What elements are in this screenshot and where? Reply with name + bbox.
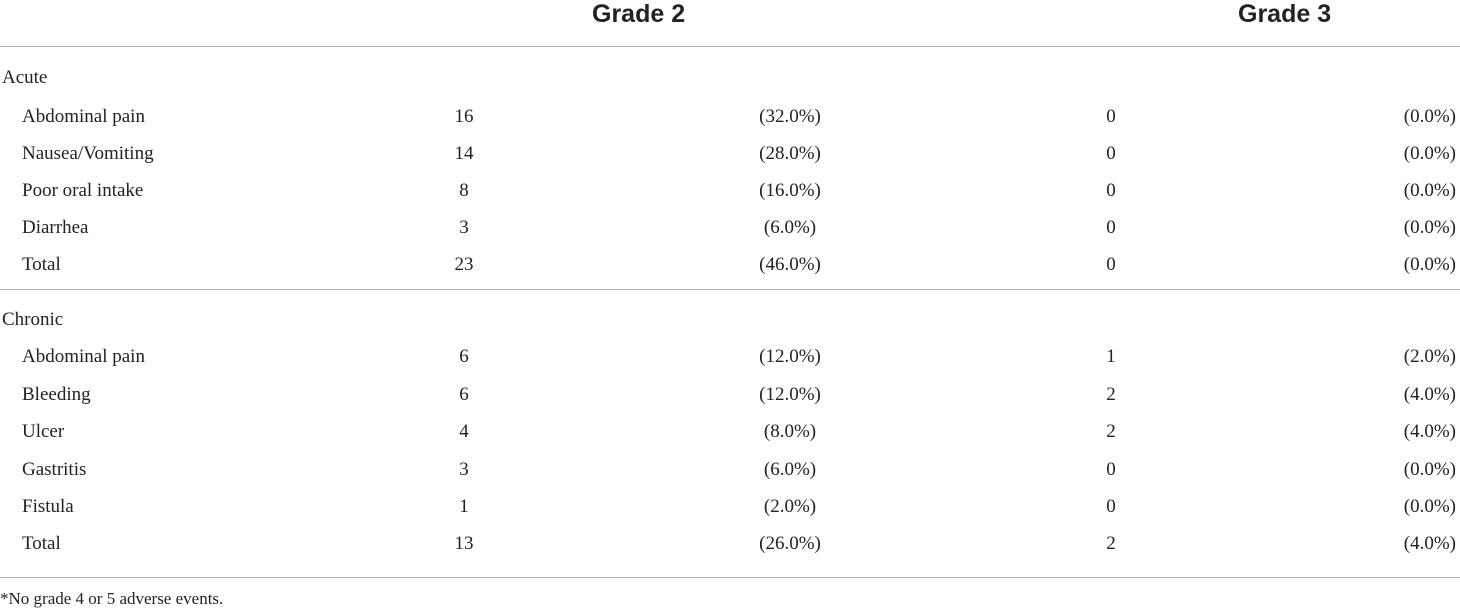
grade3-percent: (0.0%) bbox=[1403, 106, 1456, 127]
row-label: Gastritis bbox=[22, 459, 87, 480]
table-row: Nausea/Vomiting 14 (28.0%) 0 (0.0%) bbox=[22, 143, 1456, 164]
grade3-percent: (0.0%) bbox=[1403, 254, 1456, 275]
row-label: Ulcer bbox=[22, 421, 65, 442]
grade3-percent: (0.0%) bbox=[1403, 180, 1456, 201]
row-label: Poor oral intake bbox=[22, 180, 144, 201]
section-divider bbox=[0, 289, 1460, 290]
header-grade-3: Grade 3 bbox=[1238, 0, 1332, 28]
table-row: Abdominal pain 16 (32.0%) 0 (0.0%) bbox=[22, 106, 1456, 127]
table-row: Diarrhea 3 (6.0%) 0 (0.0%) bbox=[22, 217, 1456, 238]
table-row: Fistula 1 (2.0%) 0 (0.0%) bbox=[22, 496, 1456, 517]
row-label: Total bbox=[22, 254, 61, 275]
row-label: Total bbox=[22, 533, 61, 554]
table-row-total: Total 23 (46.0%) 0 (0.0%) bbox=[22, 254, 1456, 275]
table-row: Abdominal pain 6 (12.0%) 1 (2.0%) bbox=[22, 346, 1456, 367]
grade3-percent: (0.0%) bbox=[1403, 143, 1456, 164]
row-label: Fistula bbox=[22, 496, 74, 517]
grade3-percent: (4.0%) bbox=[1403, 384, 1456, 405]
table-row: Gastritis 3 (6.0%) 0 (0.0%) bbox=[22, 459, 1456, 480]
section-label: Acute bbox=[2, 67, 48, 88]
table-row-total: Total 13 (26.0%) 2 (4.0%) bbox=[22, 533, 1456, 554]
row-label: Abdominal pain bbox=[22, 106, 145, 127]
row-label: Abdominal pain bbox=[22, 346, 145, 367]
table-row: Bleeding 6 (12.0%) 2 (4.0%) bbox=[22, 384, 1456, 405]
grade3-percent: (0.0%) bbox=[1403, 459, 1456, 480]
section-row-acute: Acute bbox=[0, 67, 1460, 104]
grade3-percent: (0.0%) bbox=[1403, 496, 1456, 517]
header-divider bbox=[0, 46, 1460, 47]
grade3-percent: (0.0%) bbox=[1403, 217, 1456, 238]
table-row: Poor oral intake 8 (16.0%) 0 (0.0%) bbox=[22, 180, 1456, 201]
grade3-percent: (4.0%) bbox=[1403, 533, 1456, 554]
table-bottom-rule bbox=[0, 577, 1460, 578]
row-label: Diarrhea bbox=[22, 217, 89, 238]
row-label: Bleeding bbox=[22, 384, 91, 405]
header-grade-2: Grade 2 bbox=[592, 0, 686, 28]
section-row-chronic: Chronic bbox=[0, 309, 1460, 346]
section-label: Chronic bbox=[2, 309, 64, 330]
grade3-percent: (2.0%) bbox=[1403, 346, 1456, 367]
table-footnote: *No grade 4 or 5 adverse events. bbox=[0, 589, 224, 608]
table-header: Grade 2 Grade 3 bbox=[0, 0, 1460, 46]
row-label: Nausea/Vomiting bbox=[22, 143, 154, 164]
grade3-percent: (4.0%) bbox=[1403, 421, 1456, 442]
table-row: Ulcer 4 (8.0%) 2 (4.0%) bbox=[22, 421, 1456, 442]
